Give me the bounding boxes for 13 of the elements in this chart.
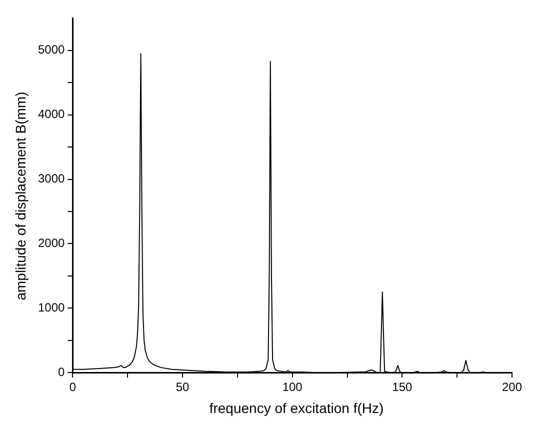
x-tick-label: 50: [176, 380, 190, 394]
x-tick-label: 0: [69, 380, 76, 394]
y-tick-label: 3000: [38, 172, 66, 186]
y-tick-label: 1000: [38, 300, 66, 314]
y-tick-label: 0: [58, 364, 66, 379]
y-tick-label: 2000: [38, 236, 66, 250]
y-axis-title: amplitude of displacement B(mm): [12, 91, 28, 300]
y-tick-label: 5000: [38, 42, 66, 57]
x-axis-title: frequency of excitation f(Hz): [209, 400, 384, 416]
y-tick-label: 4000: [38, 107, 66, 122]
x-tick-label: 150: [392, 380, 412, 394]
x-tick-label: 200: [502, 380, 522, 394]
x-tick-label: 100: [282, 380, 303, 394]
